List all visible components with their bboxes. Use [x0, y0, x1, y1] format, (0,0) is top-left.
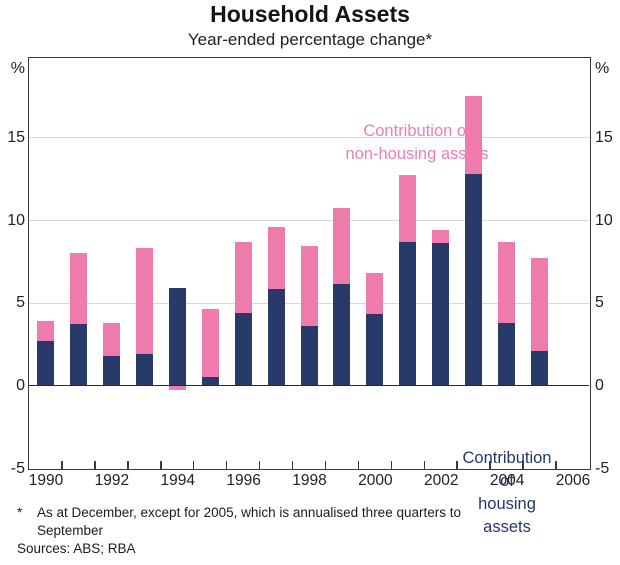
bar-1990-housing — [36, 340, 54, 386]
xtick-2006 — [555, 461, 557, 469]
xtick-1994 — [160, 461, 162, 469]
bar-2005-non-housing — [531, 258, 549, 351]
gridline-10 — [29, 220, 589, 222]
plot-area: Contribution of non-housing assets Contr… — [28, 57, 591, 536]
bar-1992-non-housing — [102, 322, 120, 356]
bar-1995-non-housing — [201, 309, 219, 378]
legend-non-housing-line2: non-housing assets — [345, 145, 489, 163]
xtick-2002 — [423, 461, 426, 469]
y-axis-unit-left: % — [10, 60, 25, 77]
bar-1993-non-housing — [135, 248, 153, 354]
xtick-label-1998: 1998 — [292, 472, 327, 489]
ytick-label-right-10: 10 — [595, 211, 613, 229]
xtick-label-2004: 2004 — [489, 472, 525, 489]
bar-2003-non-housing — [465, 96, 483, 174]
xtick-1991 — [61, 461, 63, 469]
xtick-2003 — [456, 461, 458, 469]
legend-non-housing-line1: Contribution of — [363, 122, 471, 140]
bar-2003-housing — [465, 173, 483, 386]
sources-line: Sources: ABS; RBA — [17, 541, 136, 556]
bar-1991-non-housing — [69, 253, 87, 325]
legend-non-housing-assets: Contribution of non-housing assets — [345, 120, 488, 166]
bar-2004-housing — [498, 322, 516, 386]
xtick-1995 — [192, 461, 195, 469]
xtick-label-1994: 1994 — [160, 472, 195, 489]
ytick-label-left--5: -5 — [10, 459, 25, 477]
ytick-label-left-0: 0 — [16, 376, 25, 394]
bar-2000-non-housing — [366, 272, 384, 315]
bar-1992-housing — [102, 355, 120, 386]
xtick-1999 — [324, 461, 327, 469]
bar-2002-housing — [432, 243, 450, 386]
bar-1993-housing — [135, 353, 153, 386]
xtick-label-1992: 1992 — [94, 472, 130, 489]
legend-housing-line1: Contribution of — [462, 449, 552, 490]
xtick-label-2000: 2000 — [358, 472, 393, 489]
bar-2002-non-housing — [432, 229, 450, 244]
bar-1994-non-housing — [168, 385, 186, 391]
footnote: * As at December, except for 2005, which… — [17, 504, 489, 540]
ytick-label-right--5: -5 — [595, 459, 610, 477]
ytick-label-right-5: 5 — [595, 294, 604, 312]
y-axis-unit-right: % — [595, 60, 610, 77]
ytick-label-right-15: 15 — [595, 128, 613, 146]
zero-line — [29, 384, 589, 387]
ytick-label-left-5: 5 — [16, 294, 25, 312]
xtick-label-1996: 1996 — [226, 472, 261, 489]
bar-1991-housing — [69, 324, 87, 386]
bar-1996-housing — [234, 312, 252, 386]
bar-1997-housing — [267, 289, 285, 386]
xtick-1996 — [225, 461, 228, 469]
legend-housing-assets: Contribution of housing assets — [463, 447, 552, 539]
xtick-2005 — [522, 461, 524, 469]
legend-housing-line2: housing assets — [478, 495, 536, 536]
xtick-label-2006: 2006 — [555, 472, 591, 489]
xtick-label-1990: 1990 — [28, 472, 64, 489]
xtick-1993 — [127, 461, 129, 469]
bar-1996-non-housing — [234, 241, 252, 313]
bar-2000-housing — [366, 314, 384, 386]
ytick-label-right-0: 0 — [595, 376, 604, 394]
xtick-1998 — [291, 461, 294, 469]
bar-2005-housing — [531, 350, 549, 386]
chart-subtitle: Year-ended percentage change* — [187, 30, 433, 49]
xtick-2001 — [390, 461, 393, 469]
xtick-label-2002: 2002 — [424, 472, 459, 489]
ytick-label-left-10: 10 — [7, 211, 25, 229]
bar-2004-non-housing — [498, 241, 516, 323]
xtick-2000 — [357, 461, 360, 469]
chart-title: Household Assets — [210, 1, 410, 27]
xtick-2004 — [489, 461, 491, 469]
bar-1990-non-housing — [36, 320, 54, 341]
xtick-1992 — [94, 461, 96, 469]
footnote-text: As at December, except for 2005, which i… — [37, 505, 461, 538]
bar-1999-housing — [333, 284, 351, 386]
bar-1999-non-housing — [333, 208, 351, 285]
ytick-label-left-15: 15 — [7, 128, 25, 146]
bar-1998-non-housing — [300, 246, 318, 326]
bar-2001-non-housing — [399, 175, 417, 242]
footnote-marker: * — [17, 505, 23, 520]
xtick-1997 — [258, 461, 261, 469]
gridline-15 — [29, 137, 589, 139]
bar-1994-housing — [168, 287, 186, 386]
bar-1997-non-housing — [267, 226, 285, 290]
bar-1998-housing — [300, 325, 318, 386]
bar-2001-housing — [399, 241, 417, 386]
bar-1995-housing — [201, 377, 219, 386]
